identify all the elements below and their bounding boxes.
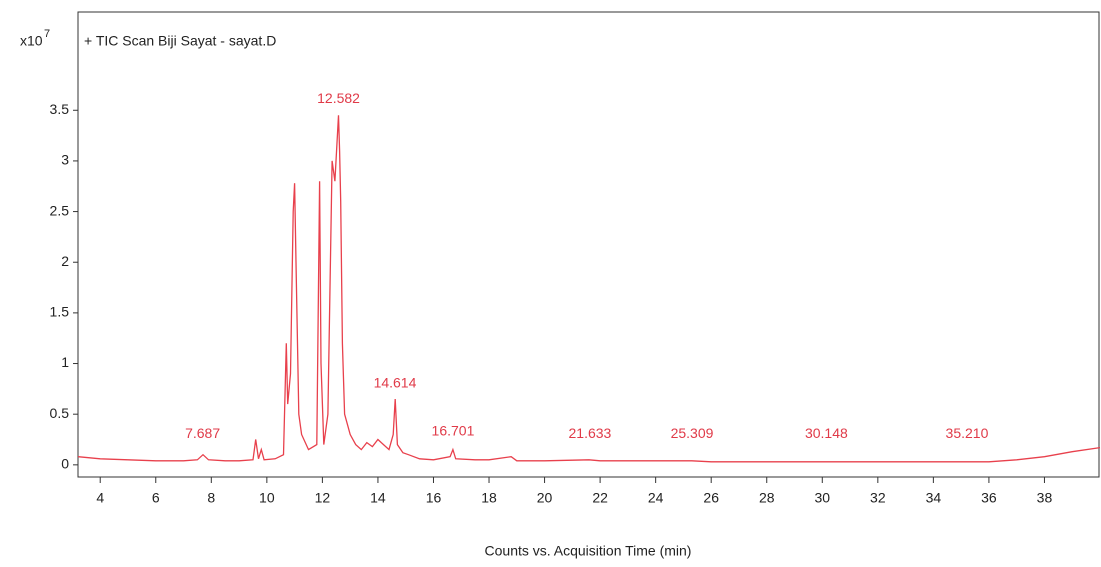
y-scale-label: x10 <box>20 33 43 49</box>
y-tick-label: 1.5 <box>50 304 70 320</box>
x-tick-label: 36 <box>981 490 997 506</box>
y-scale-exponent: 7 <box>44 28 50 40</box>
x-tick-label: 22 <box>592 490 608 506</box>
x-tick-label: 10 <box>259 490 275 506</box>
x-tick-label: 14 <box>370 490 386 506</box>
y-tick-label: 2.5 <box>50 202 70 218</box>
y-tick-label: 2 <box>61 253 69 269</box>
x-tick-label: 38 <box>1037 490 1053 506</box>
x-tick-label: 28 <box>759 490 775 506</box>
peak-label: 12.582 <box>317 90 360 106</box>
plot-frame <box>77 11 1100 478</box>
x-tick-label: 32 <box>870 490 886 506</box>
y-tick-label: 0 <box>61 456 69 472</box>
x-tick-label: 16 <box>426 490 442 506</box>
x-tick-label: 24 <box>648 490 664 506</box>
peak-label: 25.309 <box>671 425 714 441</box>
peak-label: 30.148 <box>805 425 848 441</box>
y-tick-label: 1 <box>61 354 69 370</box>
x-tick-label: 4 <box>96 490 104 506</box>
trace-line <box>77 115 1101 463</box>
y-tick-label: 3.5 <box>50 101 70 117</box>
x-tick-label: 18 <box>481 490 497 506</box>
chart-title: + TIC Scan Biji Sayat - sayat.D <box>84 33 276 49</box>
x-tick-label: 26 <box>703 490 719 506</box>
peak-label: 35.210 <box>946 425 989 441</box>
x-tick-label: 6 <box>152 490 160 506</box>
x-tick-label: 30 <box>814 490 830 506</box>
x-tick-label: 12 <box>315 490 331 506</box>
y-tick-label: 0.5 <box>50 405 70 421</box>
x-tick-label: 20 <box>537 490 553 506</box>
x-axis-label: Counts vs. Acquisition Time (min) <box>485 543 692 559</box>
peak-label: 7.687 <box>185 425 220 441</box>
peak-label: 16.701 <box>432 422 475 438</box>
y-tick-label: 3 <box>61 152 69 168</box>
x-tick-label: 8 <box>207 490 215 506</box>
peak-label: 14.614 <box>374 375 417 391</box>
x-tick-label: 34 <box>926 490 942 506</box>
peak-label: 21.633 <box>569 425 612 441</box>
